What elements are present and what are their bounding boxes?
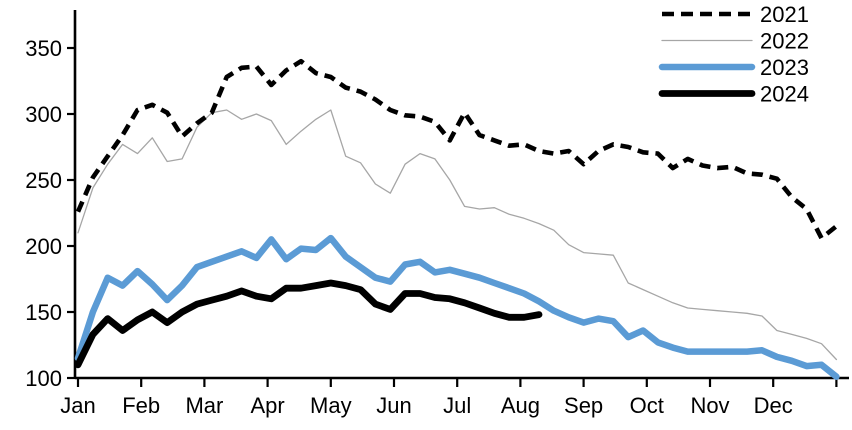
legend-label-2024: 2024 (760, 82, 809, 107)
x-axis-tick-label: May (310, 393, 352, 418)
x-axis-tick-label: Jul (443, 393, 471, 418)
legend-item-2022: 2022 (661, 29, 809, 54)
y-axis-tick-label: 100 (25, 366, 62, 391)
x-axis-tick-label: Jun (376, 393, 411, 418)
legend-label-2022: 2022 (760, 29, 809, 54)
y-axis-tick-label: 300 (25, 102, 62, 127)
y-axis-tick-label: 200 (25, 234, 62, 259)
x-axis-tick-label: Apr (250, 393, 284, 418)
x-axis-tick-label: Oct (630, 393, 664, 418)
legend-item-2024: 2024 (658, 82, 809, 107)
x-axis-tick-label: Mar (185, 393, 223, 418)
x-axis-tick-label: Aug (501, 393, 540, 418)
legend-label-2023: 2023 (760, 55, 809, 80)
x-axis-tick-label: Nov (690, 393, 729, 418)
x-axis-tick-label: Jan (60, 393, 95, 418)
x-axis-tick-label: Dec (754, 393, 793, 418)
x-axis-tick-label: Feb (122, 393, 160, 418)
series-line-2024 (74, 279, 543, 369)
legend-item-2023: 2023 (658, 55, 809, 80)
x-axis-tick-label: Sep (564, 393, 603, 418)
legend-label-2021: 2021 (760, 2, 809, 27)
series-line-2021 (75, 58, 838, 241)
legend-item-2021: 2021 (662, 2, 809, 27)
series-line-2022 (77, 109, 838, 361)
series-line-2023 (74, 234, 840, 380)
y-axis-tick-label: 150 (25, 300, 62, 325)
y-axis-tick-label: 350 (25, 36, 62, 61)
y-axis-tick-label: 250 (25, 168, 62, 193)
